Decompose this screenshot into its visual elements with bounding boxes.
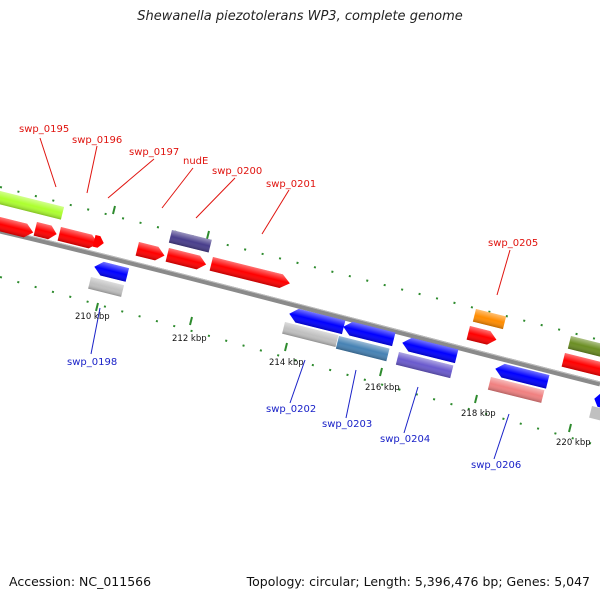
map-title: Shewanella piezotolerans WP3, complete g… [137, 9, 463, 24]
upper-features [0, 191, 600, 359]
gene-label[interactable]: swp_0200 [212, 166, 262, 177]
gene-swp-0206[interactable] [494, 362, 550, 389]
tick-label: 212 kbp [172, 334, 207, 344]
gene-labels-top: swp_0195 swp_0196 swp_0197 nudE swp_0200… [19, 124, 538, 249]
tick-label: 214 kbp [269, 358, 304, 368]
gene-swp-0202[interactable] [288, 307, 346, 335]
tick-label: 220 kbp [556, 438, 591, 448]
feature-orange[interactable] [472, 309, 507, 330]
gene-swp-0200-forward[interactable] [165, 248, 208, 271]
gene-label[interactable]: nudE [183, 156, 208, 167]
gene-swp-0196[interactable] [33, 222, 59, 241]
tick-label: 218 kbp [461, 409, 496, 419]
gene-label[interactable]: swp_0202 [266, 404, 316, 415]
gene-swp-0204[interactable] [401, 336, 459, 364]
lower-features [88, 277, 600, 423]
feature-dark-slate[interactable] [168, 230, 212, 253]
gene-labels-bottom: swp_0198 swp_0202 swp_0203 swp_0204 swp_… [67, 357, 521, 471]
feature-grey-0202[interactable] [282, 322, 339, 347]
gene-swp-0195[interactable] [0, 217, 35, 239]
feature-grey-0198[interactable] [88, 277, 124, 297]
major-tick-marks [95, 205, 572, 433]
gene-nudE[interactable] [135, 242, 167, 262]
gene-swp-0205-forward[interactable] [466, 326, 499, 347]
gene-label[interactable]: swp_0195 [19, 124, 69, 135]
gene-label[interactable]: swp_0196 [72, 135, 122, 146]
feature-grey-edge[interactable] [589, 406, 600, 423]
feature-lime[interactable] [0, 191, 65, 220]
accession-text: Accession: NC_011566 [9, 574, 152, 589]
feature-olive[interactable] [567, 336, 600, 359]
genome-backbone [0, 228, 600, 387]
tick-label: 216 kbp [365, 383, 400, 393]
gene-label[interactable]: swp_0204 [380, 434, 430, 445]
feature-salmon-0206[interactable] [487, 377, 545, 403]
position-tick-labels: 210 kbp 212 kbp 214 kbp 216 kbp 218 kbp … [75, 312, 591, 448]
feature-steelblue-0203[interactable] [335, 336, 390, 362]
label-leader-lines [39, 137, 511, 460]
gene-edge-forward[interactable] [561, 353, 600, 378]
gene-label[interactable]: swp_0197 [129, 147, 179, 158]
feature-slateblue-0204[interactable] [395, 352, 454, 379]
gene-label[interactable]: swp_0205 [488, 238, 538, 249]
gene-label[interactable]: swp_0203 [322, 419, 372, 430]
gene-swp-0203[interactable] [342, 320, 396, 347]
tick-label: 210 kbp [75, 312, 110, 322]
gene-swp-0198[interactable] [93, 260, 129, 282]
gene-swp-0201[interactable] [209, 257, 292, 290]
gene-label[interactable]: swp_0201 [266, 179, 316, 190]
gene-swp-0197[interactable] [57, 227, 100, 250]
gene-label[interactable]: swp_0206 [471, 460, 521, 471]
gene-label[interactable]: swp_0198 [67, 357, 117, 368]
genome-summary-text: Topology: circular; Length: 5,396,476 bp… [246, 574, 590, 589]
gene-small-forward[interactable] [92, 234, 106, 249]
forward-strand-genes [0, 217, 600, 378]
